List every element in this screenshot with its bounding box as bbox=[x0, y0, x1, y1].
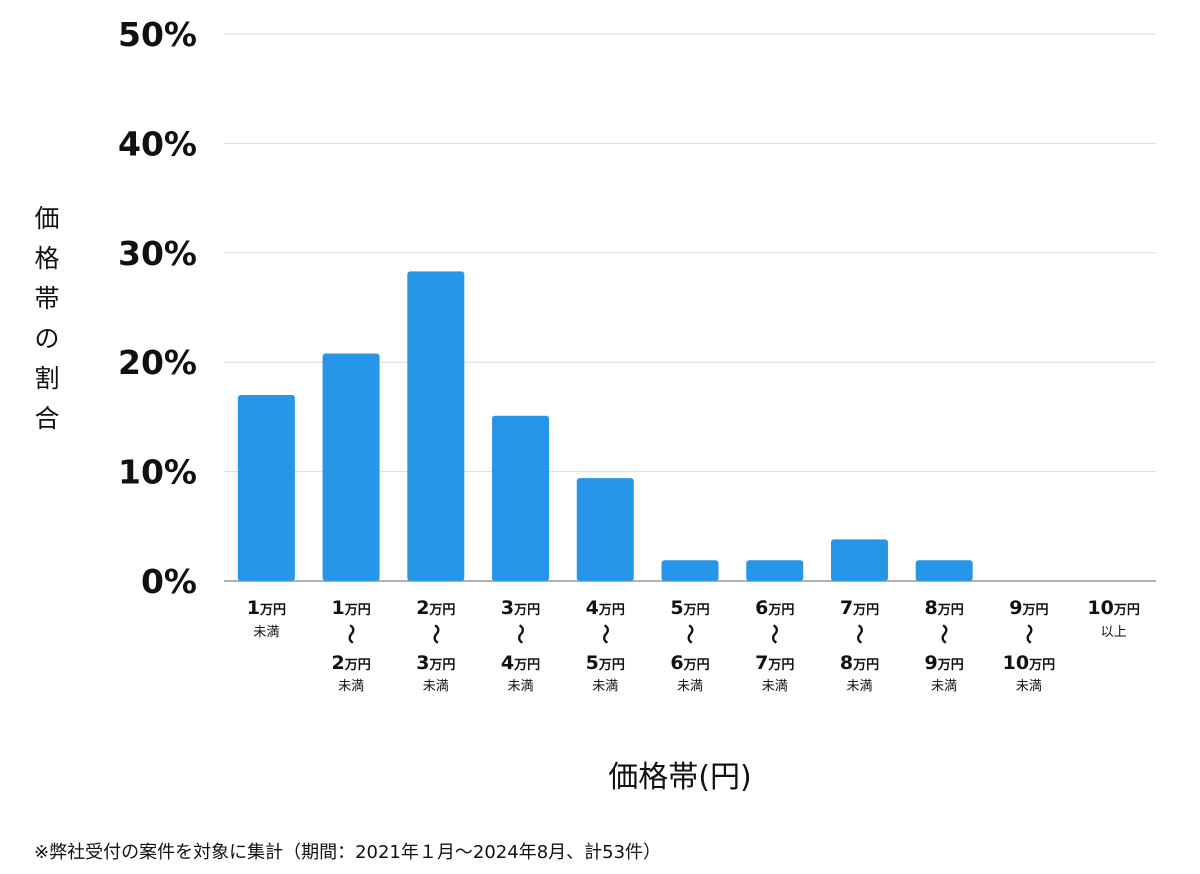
x-tick-range-mark: 〜 bbox=[678, 624, 702, 644]
x-tick-suffix: 未満 bbox=[931, 679, 957, 694]
x-axis-ticks: 1万円未満1万円〜2万円未満2万円〜3万円未満3万円〜4万円未満4万円〜5万円未… bbox=[247, 597, 1140, 694]
x-tick-amount: 8万円 bbox=[840, 652, 879, 674]
bar bbox=[237, 395, 295, 581]
y-axis-label-char: 合 bbox=[34, 404, 59, 433]
x-tick-amount: 2万円 bbox=[416, 597, 455, 619]
bar bbox=[576, 478, 634, 581]
x-tick-range-mark: 〜 bbox=[509, 624, 533, 644]
x-tick-suffix: 以上 bbox=[1101, 625, 1127, 640]
bar bbox=[661, 560, 719, 581]
x-tick-suffix: 未満 bbox=[423, 679, 449, 694]
y-axis-label-char: 格 bbox=[34, 244, 59, 273]
x-tick-range-mark: 〜 bbox=[339, 624, 363, 644]
x-tick-amount: 6万円 bbox=[670, 652, 709, 674]
y-axis-label-char: 帯 bbox=[34, 284, 59, 313]
x-tick-amount: 9万円 bbox=[925, 652, 964, 674]
x-tick-amount: 3万円 bbox=[416, 652, 455, 674]
y-tick-label: 40% bbox=[118, 124, 197, 163]
bar bbox=[746, 560, 804, 581]
x-tick-amount: 2万円 bbox=[331, 652, 370, 674]
bar bbox=[322, 353, 380, 581]
x-tick-amount: 3万円 bbox=[501, 597, 540, 619]
x-tick-suffix: 未満 bbox=[592, 679, 618, 694]
x-tick-range-mark: 〜 bbox=[1017, 624, 1041, 644]
bar bbox=[830, 539, 888, 581]
x-tick-range-mark: 〜 bbox=[847, 624, 871, 644]
x-tick-amount: 7万円 bbox=[840, 597, 879, 619]
y-axis-ticks: 0% 10% 20% 30% 40% 50% bbox=[118, 15, 197, 601]
y-tick-label: 50% bbox=[118, 15, 197, 54]
y-tick-label: 10% bbox=[118, 453, 197, 492]
x-tick-amount: 4万円 bbox=[501, 652, 540, 674]
x-tick-suffix: 未満 bbox=[677, 679, 703, 694]
y-axis-label-char: 割 bbox=[34, 364, 59, 393]
y-axis-label-char: 価 bbox=[34, 204, 59, 233]
x-tick-range-mark: 〜 bbox=[593, 624, 617, 644]
x-tick-amount: 6万円 bbox=[755, 597, 794, 619]
x-tick-amount: 9万円 bbox=[1009, 597, 1048, 619]
bar bbox=[407, 271, 465, 581]
x-tick-amount: 10万円 bbox=[1003, 652, 1055, 674]
y-tick-label: 20% bbox=[118, 343, 197, 382]
x-tick-range-mark: 〜 bbox=[932, 624, 956, 644]
x-tick-suffix: 未満 bbox=[508, 679, 534, 694]
footnote: ※弊社受付の案件を対象に集計（期間：2021年１月〜2024年8月、計53件） bbox=[34, 842, 662, 863]
x-tick-amount: 8万円 bbox=[925, 597, 964, 619]
x-tick-amount: 7万円 bbox=[755, 652, 794, 674]
x-tick-amount: 4万円 bbox=[586, 597, 625, 619]
y-tick-label: 30% bbox=[118, 234, 197, 273]
x-tick-suffix: 未満 bbox=[1016, 679, 1042, 694]
y-tick-label: 0% bbox=[141, 562, 197, 601]
x-tick-suffix: 未満 bbox=[253, 625, 279, 640]
x-tick-range-mark: 〜 bbox=[763, 624, 787, 644]
x-tick-range-mark: 〜 bbox=[424, 624, 448, 644]
y-axis-label-char: の bbox=[34, 324, 59, 353]
x-tick-amount: 10万円 bbox=[1087, 597, 1139, 619]
x-tick-amount: 1万円 bbox=[247, 597, 286, 619]
x-tick-amount: 5万円 bbox=[670, 597, 709, 619]
x-axis-label: 価格帯(円) bbox=[608, 760, 751, 795]
x-tick-suffix: 未満 bbox=[338, 679, 364, 694]
x-tick-amount: 5万円 bbox=[586, 652, 625, 674]
x-tick-suffix: 未満 bbox=[762, 679, 788, 694]
bars bbox=[237, 271, 973, 581]
bar bbox=[915, 560, 973, 581]
x-tick-amount: 1万円 bbox=[331, 597, 370, 619]
bar bbox=[492, 415, 550, 581]
x-tick-suffix: 未満 bbox=[846, 679, 872, 694]
